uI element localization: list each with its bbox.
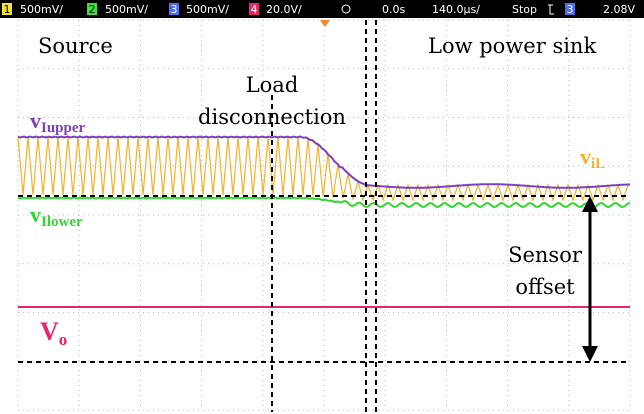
trigger-level: 2.08V bbox=[603, 3, 635, 16]
timebase: 140.0µs/ bbox=[432, 3, 480, 16]
scope-screen: Source Low power sink Load disconnection… bbox=[0, 0, 644, 414]
trigger-channel: 3 bbox=[567, 3, 574, 16]
label-sub: o bbox=[59, 330, 68, 349]
label: Low power sink bbox=[428, 34, 596, 58]
label-main: v bbox=[30, 108, 41, 133]
channel-scale: 500mV/ bbox=[186, 3, 229, 16]
label: offset bbox=[515, 275, 575, 299]
delay: 0.0s bbox=[382, 3, 405, 16]
channel-scale: 20.0V/ bbox=[266, 3, 302, 16]
label-main: v bbox=[30, 202, 41, 227]
label: Sensor bbox=[508, 243, 583, 267]
background bbox=[0, 0, 644, 414]
label: Load bbox=[246, 73, 299, 97]
channel-number: 3 bbox=[171, 3, 178, 16]
channel-number: 1 bbox=[4, 3, 11, 16]
label: Source bbox=[38, 34, 113, 58]
channel-number: 2 bbox=[89, 3, 96, 16]
page: {"status_bar": { "ch1": {"num": "1", "sc… bbox=[0, 0, 644, 414]
channel-number: 4 bbox=[251, 3, 258, 16]
channel-scale: 500mV/ bbox=[105, 3, 148, 16]
label-sub: Ilower bbox=[41, 214, 83, 230]
label: disconnection bbox=[198, 105, 346, 129]
label-main: V bbox=[40, 317, 59, 346]
label-sub: Iupper bbox=[41, 120, 86, 136]
label-sub: iL bbox=[591, 156, 605, 172]
run-state: Stop bbox=[512, 3, 537, 16]
status-bar: 1 500mV/ 2 500mV/ 3 500mV/ 4 20.0V/ 0.0s… bbox=[0, 0, 644, 18]
label-main: v bbox=[580, 144, 591, 169]
channel-scale: 500mV/ bbox=[20, 3, 63, 16]
